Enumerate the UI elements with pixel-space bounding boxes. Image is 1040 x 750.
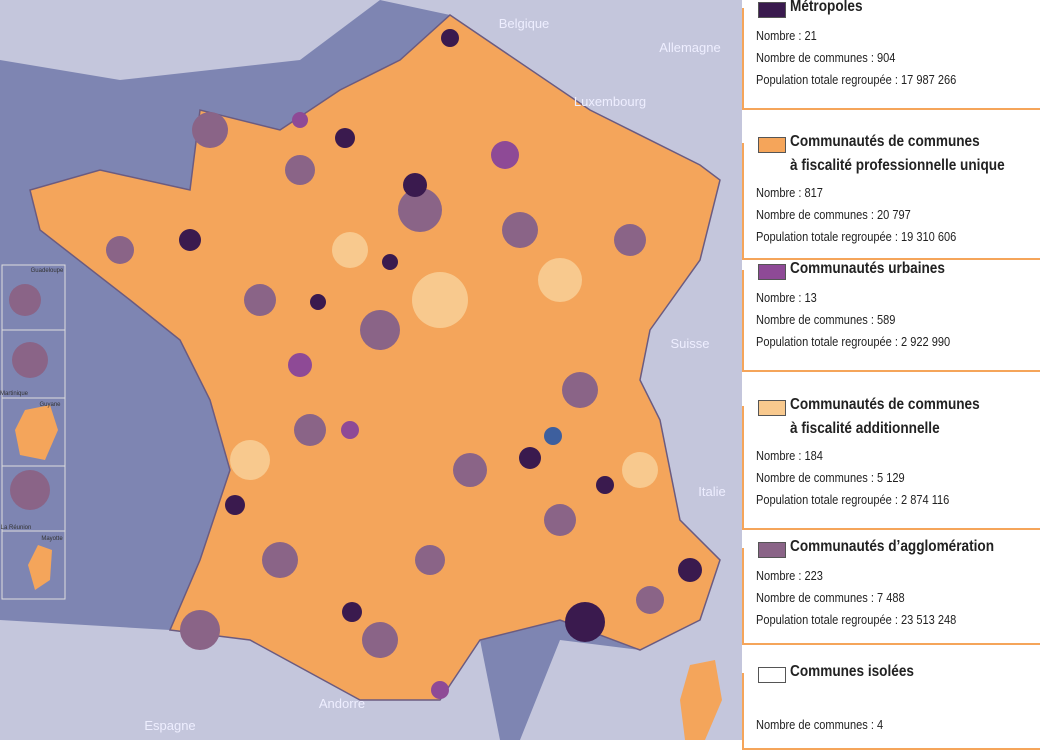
agglomerations [9,112,664,658]
legend-title: Communes isolées [790,663,914,680]
legend-frame [742,143,1040,260]
legend-line: Nombre : 21 [756,28,817,43]
place-label: Andorre [319,696,365,711]
cc-additionnelle [230,232,658,488]
legend-line: Nombre de communes : 589 [756,312,896,327]
place-label: Espagne [144,718,195,733]
place-label: Mayotte [41,536,63,542]
legend-frame [742,406,1040,530]
legend-title: Communautés urbaines [790,260,945,277]
spain [0,620,500,740]
legend-line: Population totale regroupée : 2 922 990 [756,334,951,349]
legend-frame [742,673,1040,750]
legend-line: Nombre de communes : 5 129 [756,470,905,485]
legend-swatch [758,667,786,683]
place-label: Italie [698,484,725,499]
legend-line: Nombre de communes : 20 797 [756,207,911,222]
legend-line: Population totale regroupée : 2 874 116 [756,492,950,507]
legend-line: Nombre : 184 [756,448,823,463]
legend-swatch [758,2,786,18]
legend-swatch [758,137,786,153]
map: Belgique Allemagne Luxembourg Suisse Italie E… [0,0,742,740]
place-label: Guyane [39,402,61,408]
legend-title: Communautés de communes [790,396,980,413]
legend-frame [742,8,1040,110]
metropoles [179,29,702,642]
inset-frames [1,264,66,600]
legend-swatch [758,400,786,416]
legend-frame [742,548,1040,645]
legend-line: Nombre de communes : 904 [756,50,896,65]
legend-swatch [758,542,786,558]
legend-line: Nombre : 817 [756,185,823,200]
legend-line: Population totale regroupée : 19 310 606 [756,229,957,244]
legend-title: à fiscalité professionnelle unique [790,157,1005,174]
place-label: Martinique [0,391,29,397]
legend-line: Nombre : 13 [756,290,817,305]
legend-line: Population totale regroupée : 17 987 266 [756,72,957,87]
place-label: Belgique [499,16,550,31]
legend-title: Communautés d’agglomération [790,538,995,555]
legend-line: Population totale regroupée : 23 513 248 [756,612,957,627]
lyon [544,427,562,445]
mayotte [28,545,52,590]
legend-line: Nombre de communes : 7 488 [756,590,905,605]
legend-frame [742,270,1040,372]
cu [288,112,519,699]
guyane [15,405,58,460]
legend-title: Communautés de communes [790,133,980,150]
legend-title: à fiscalité additionnelle [790,420,940,437]
uk [0,0,380,80]
legend-title: Métropoles [790,0,863,15]
place-label: Luxembourg [574,94,646,109]
place-label: Guadeloupe [31,268,64,274]
legend-swatch [758,264,786,280]
place-label: Suisse [670,336,709,351]
corsica [680,660,722,740]
legend-line: Nombre : 223 [756,568,823,583]
legend-line: Nombre de communes : 4 [756,717,884,732]
place-label: La Réunion [1,525,32,531]
place-label: Allemagne [659,40,720,55]
